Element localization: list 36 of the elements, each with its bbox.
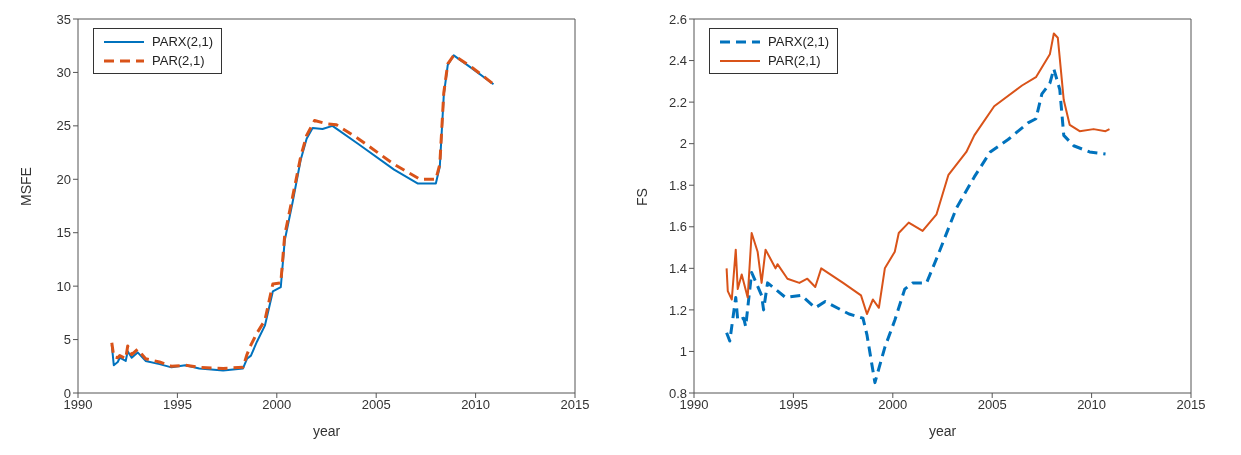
- y-tick-label: 2.6: [668, 11, 687, 27]
- legend-label: PAR(2,1): [152, 52, 205, 70]
- x-tick-label: 2010: [461, 397, 491, 413]
- legend-label: PARX(2,1): [768, 33, 830, 51]
- y-axis-title: MSFE: [17, 167, 34, 206]
- legend-label: PARX(2,1): [152, 33, 214, 51]
- y-tick-label: 1: [679, 344, 687, 360]
- x-tick-label: 1995: [162, 397, 192, 413]
- y-tick-label: 25: [56, 118, 71, 134]
- x-tick-label: 2005: [977, 397, 1007, 413]
- y-tick-label: 2.4: [668, 53, 687, 69]
- x-tick-label: 2015: [560, 397, 590, 413]
- y-tick-label: 20: [56, 171, 71, 187]
- y-tick-label: 1.2: [668, 302, 687, 318]
- line-series: [725, 67, 1108, 385]
- x-tick-label: 2000: [262, 397, 292, 413]
- y-tick-label: 30: [56, 65, 71, 81]
- y-tick-label: 2: [679, 136, 687, 152]
- x-axis-title: year: [928, 423, 957, 439]
- line-series: [725, 32, 1111, 316]
- x-tick-label: 1995: [778, 397, 808, 413]
- y-axis-title: FS: [633, 188, 650, 206]
- y-tick-label: 5: [63, 332, 71, 348]
- x-axis-title: year: [312, 423, 341, 439]
- y-tick-label: 1.8: [668, 177, 687, 193]
- x-tick-label: 2000: [878, 397, 908, 413]
- x-tick-label: 2015: [1176, 397, 1206, 413]
- legend-label: PAR(2,1): [768, 52, 821, 70]
- x-tick-label: 2010: [1077, 397, 1107, 413]
- y-tick-label: 15: [56, 225, 71, 241]
- y-tick-label: 35: [56, 11, 71, 27]
- y-tick-label: 2.2: [668, 94, 687, 110]
- y-tick-label: 1.6: [668, 219, 687, 235]
- y-tick-label: 1.4: [668, 260, 687, 276]
- y-tick-label: 10: [56, 278, 71, 294]
- x-tick-label: 2005: [361, 397, 391, 413]
